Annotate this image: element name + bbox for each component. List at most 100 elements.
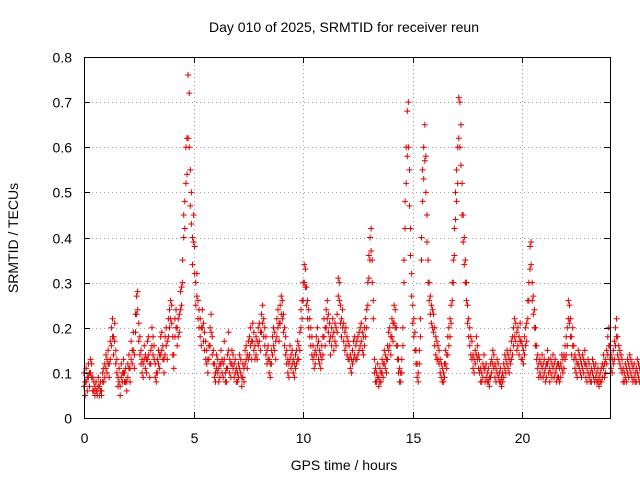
data-point — [242, 347, 249, 354]
data-point — [430, 329, 437, 336]
data-point — [240, 378, 247, 385]
data-point — [626, 365, 633, 372]
data-point — [403, 180, 410, 187]
data-point — [105, 360, 112, 367]
data-point — [144, 338, 151, 345]
data-point — [617, 365, 624, 372]
data-point — [419, 166, 426, 173]
data-point — [314, 324, 321, 331]
data-point — [86, 383, 93, 390]
data-point — [117, 392, 124, 399]
data-point — [270, 342, 277, 349]
data-point — [528, 261, 535, 268]
data-point — [220, 374, 227, 381]
data-point — [155, 360, 162, 367]
data-point — [409, 302, 416, 309]
data-point — [499, 378, 506, 385]
data-point — [132, 329, 139, 336]
data-point — [399, 342, 406, 349]
data-point — [507, 347, 514, 354]
data-point — [459, 211, 466, 218]
data-point — [569, 324, 576, 331]
data-point — [301, 279, 308, 286]
data-point — [114, 383, 121, 390]
data-point — [603, 360, 610, 367]
data-point — [340, 338, 347, 345]
data-point — [410, 315, 417, 322]
data-point — [244, 365, 251, 372]
data-point — [376, 365, 383, 372]
data-point — [170, 365, 177, 372]
data-point — [253, 351, 260, 358]
data-point — [608, 365, 615, 372]
data-point — [164, 338, 171, 345]
data-point — [347, 365, 354, 372]
data-point — [520, 360, 527, 367]
data-point — [166, 306, 173, 313]
x-tick-label: 15 — [406, 430, 422, 446]
data-point — [520, 347, 527, 354]
data-point — [409, 320, 416, 327]
data-point — [192, 302, 199, 309]
data-point — [575, 360, 582, 367]
data-point — [333, 342, 340, 349]
data-point — [370, 297, 377, 304]
data-point — [480, 351, 487, 358]
data-point — [141, 342, 148, 349]
data-point — [600, 365, 607, 372]
data-point — [188, 189, 195, 196]
y-tick-label: 0.3 — [53, 276, 73, 292]
data-point — [410, 333, 417, 340]
data-point — [177, 288, 184, 295]
data-point — [448, 302, 455, 309]
data-point — [417, 333, 424, 340]
data-point — [627, 369, 634, 376]
data-point — [267, 374, 274, 381]
data-point — [530, 293, 537, 300]
data-point — [543, 374, 550, 381]
data-point — [421, 121, 428, 128]
data-point — [390, 338, 397, 345]
data-point — [84, 387, 91, 394]
x-tick-label: 0 — [81, 430, 89, 446]
data-point — [95, 374, 102, 381]
data-point — [246, 351, 253, 358]
data-point — [422, 153, 429, 160]
data-point — [190, 239, 197, 246]
data-point — [143, 369, 150, 376]
data-point — [385, 329, 392, 336]
data-point — [474, 356, 481, 363]
data-point — [596, 383, 603, 390]
data-point — [200, 320, 207, 327]
data-point — [153, 378, 160, 385]
data-point — [601, 374, 608, 381]
data-point — [335, 275, 342, 282]
data-point — [260, 315, 267, 322]
data-point — [473, 333, 480, 340]
data-point — [448, 320, 455, 327]
data-point — [419, 198, 426, 205]
data-point — [461, 234, 468, 241]
data-point — [489, 347, 496, 354]
data-point — [106, 374, 113, 381]
data-point — [300, 297, 307, 304]
data-point — [295, 356, 302, 363]
data-point — [368, 248, 375, 255]
data-point — [619, 369, 626, 376]
data-point — [224, 351, 231, 358]
data-point — [118, 360, 125, 367]
data-point — [234, 378, 241, 385]
data-point — [173, 324, 180, 331]
data-point — [544, 360, 551, 367]
data-point — [353, 356, 360, 363]
data-point — [464, 320, 471, 327]
data-point — [184, 171, 191, 178]
data-point — [147, 360, 154, 367]
data-point — [162, 351, 169, 358]
data-point — [431, 342, 438, 349]
data-point — [471, 369, 478, 376]
data-point — [490, 351, 497, 358]
data-point — [158, 347, 165, 354]
data-point — [168, 320, 175, 327]
data-point — [133, 293, 140, 300]
